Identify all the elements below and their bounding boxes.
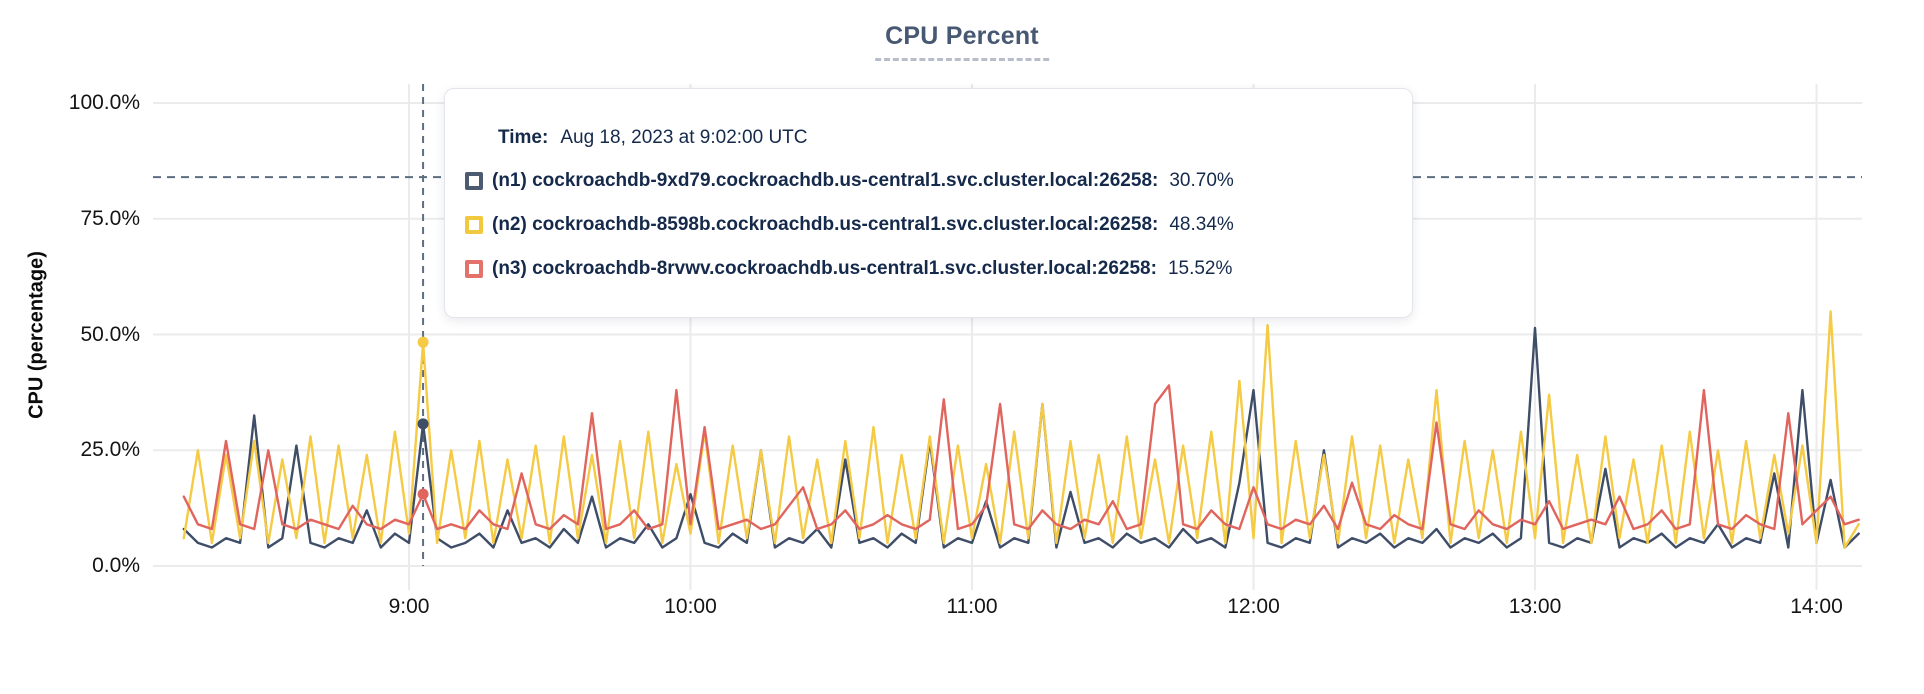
x-axis-tick-label: 11:00 [946, 595, 998, 618]
tooltip-series-value: 30.70% [1169, 170, 1234, 191]
series-line [182, 326, 1860, 549]
x-axis-tick-label: 10:00 [664, 595, 717, 618]
tooltip-series-value: 48.34% [1169, 214, 1234, 235]
y-axis-tick-label: 25.0% [80, 438, 140, 462]
hover-dot [417, 336, 429, 348]
y-axis-tick-label: 0.0% [92, 554, 140, 577]
y-axis-tick-label: 75.0% [80, 206, 140, 230]
tooltip-series-value: 15.52% [1167, 258, 1233, 279]
x-axis-tick-label: 9:00 [388, 595, 430, 618]
hover-dot [417, 418, 429, 430]
hover-dot [417, 488, 429, 500]
tooltip-series-label: (n2) cockroachdb-8598b.cockroachdb.us-ce… [492, 214, 1159, 235]
tooltip-series-row: (n1) cockroachdb-9xd79.cockroachdb.us-ce… [465, 170, 1388, 192]
tooltip-time-row: Time: Aug 18, 2023 at 9:02:00 UTC [498, 127, 1388, 149]
chart-tooltip: Time: Aug 18, 2023 at 9:02:00 UTC (n1) co… [444, 88, 1413, 318]
y-axis-tick-label: 50.0% [80, 322, 140, 346]
chart-title[interactable]: CPU Percent [875, 22, 1049, 61]
x-axis-tick-label: 12:00 [1227, 595, 1280, 618]
tooltip-series-row: (n2) cockroachdb-8598b.cockroachdb.us-ce… [465, 214, 1388, 236]
tooltip-series-row: (n3) cockroachdb-8rvwv.cockroachdb.us-ce… [465, 258, 1388, 280]
x-axis-tick-label: 14:00 [1790, 595, 1843, 618]
x-axis-tick-label: 13:00 [1508, 595, 1562, 618]
series-color-swatch-icon [465, 216, 483, 234]
series-color-swatch-icon [465, 172, 483, 190]
tooltip-series-label: (n1) cockroachdb-9xd79.cockroachdb.us-ce… [492, 170, 1159, 191]
series-line [182, 310, 1860, 549]
y-axis-tick-label: 100.0% [68, 91, 140, 114]
series-line [182, 384, 1860, 531]
tooltip-time-label: Time: [498, 127, 549, 148]
series-color-swatch-icon [465, 260, 483, 278]
tooltip-time-value: Aug 18, 2023 at 9:02:00 UTC [560, 127, 808, 148]
tooltip-series-label: (n3) cockroachdb-8rvwv.cockroachdb.us-ce… [492, 258, 1157, 279]
